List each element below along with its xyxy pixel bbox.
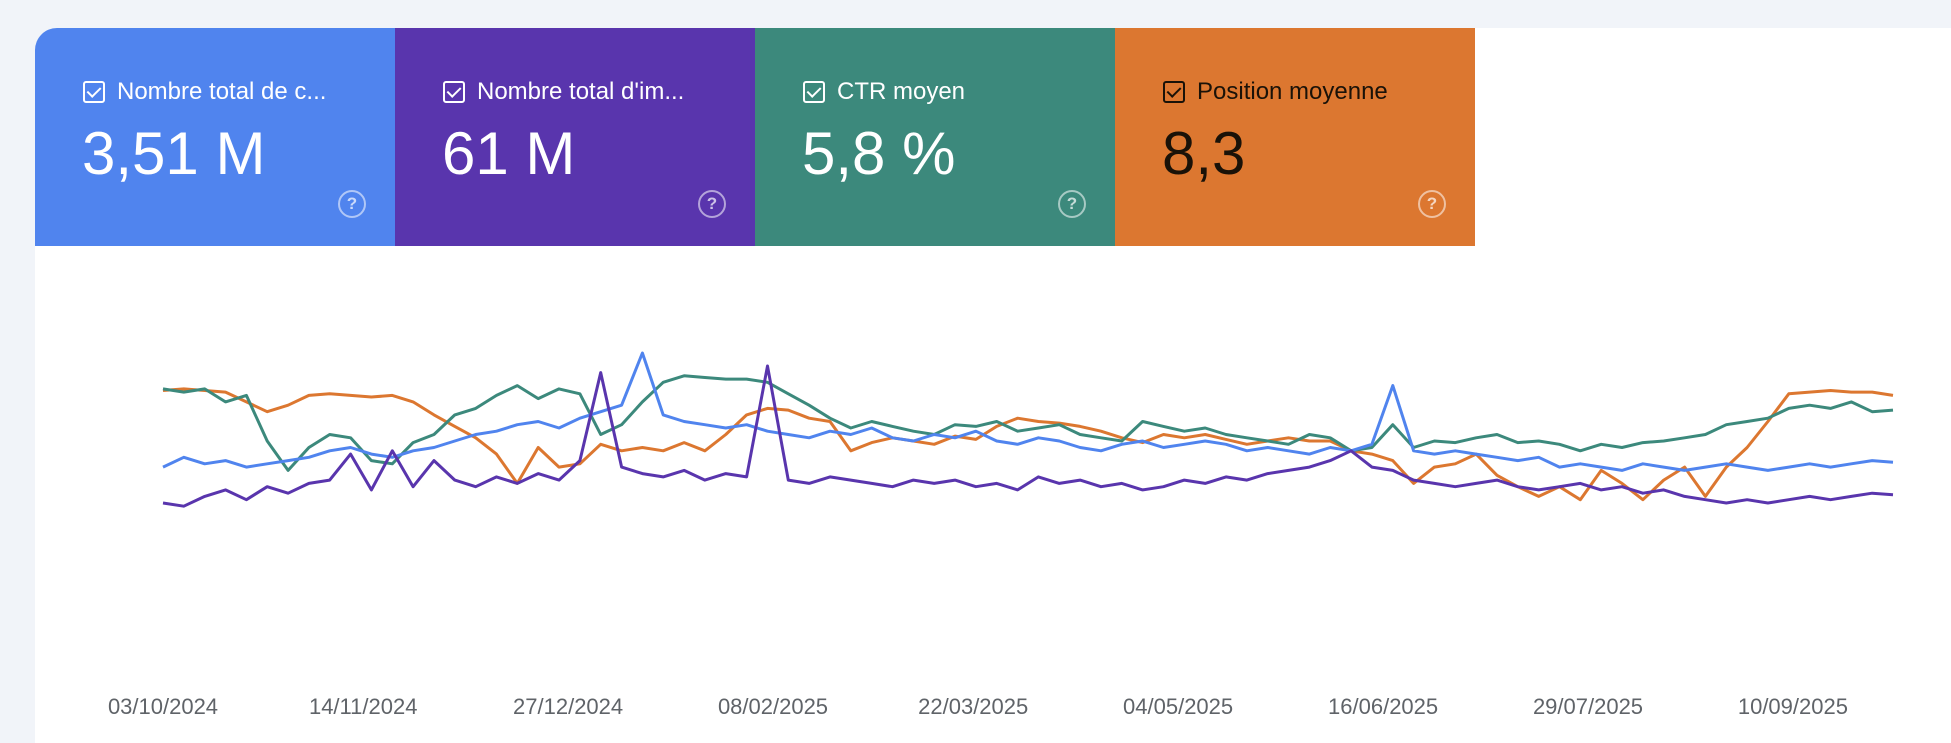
series-line-2[interactable] xyxy=(162,351,1894,472)
metric-label: Position moyenne xyxy=(1197,78,1388,105)
help-circle-icon[interactable]: ? xyxy=(698,190,726,218)
performance-panel: Nombre total de c... 3,51 M ? Nombre tot… xyxy=(35,28,1951,743)
help-circle-icon[interactable]: ? xyxy=(338,190,366,218)
metric-card-impressions[interactable]: Nombre total d'im... 61 M ? xyxy=(395,28,755,246)
x-tick-label: 10/09/2025 xyxy=(1738,694,1848,719)
x-tick-label: 22/03/2025 xyxy=(918,694,1028,719)
x-tick-label: 29/07/2025 xyxy=(1533,694,1643,719)
metric-card-clicks[interactable]: Nombre total de c... 3,51 M ? xyxy=(35,28,395,246)
checkbox-checked-icon[interactable] xyxy=(803,81,825,103)
checkbox-checked-icon[interactable] xyxy=(83,81,105,103)
series-line-3[interactable] xyxy=(162,364,1894,508)
series-line-1[interactable] xyxy=(162,374,1894,472)
metric-card-header: Nombre total de c... xyxy=(83,78,326,106)
x-tick-label: 08/02/2025 xyxy=(718,694,828,719)
metric-card-header: Nombre total d'im... xyxy=(443,78,684,106)
metric-card-header: Position moyenne xyxy=(1163,78,1388,106)
x-tick-label: 16/06/2025 xyxy=(1328,694,1438,719)
metric-label: Nombre total d'im... xyxy=(477,78,685,105)
series-line-0[interactable] xyxy=(162,387,1894,502)
metric-cards: Nombre total de c... 3,51 M ? Nombre tot… xyxy=(35,28,1475,246)
metric-value: 61 M xyxy=(442,120,576,187)
checkbox-checked-icon[interactable] xyxy=(1163,81,1185,103)
metric-value: 8,3 xyxy=(1162,120,1246,187)
x-tick-label: 04/05/2025 xyxy=(1123,694,1233,719)
metric-card-position[interactable]: Position moyenne 8,3 ? xyxy=(1115,28,1475,246)
metric-card-header: CTR moyen xyxy=(803,78,965,106)
checkbox-checked-icon[interactable] xyxy=(443,81,465,103)
metric-label: CTR moyen xyxy=(837,78,966,105)
help-circle-icon[interactable]: ? xyxy=(1418,190,1446,218)
help-circle-icon[interactable]: ? xyxy=(1058,190,1086,218)
metric-card-ctr[interactable]: CTR moyen 5,8 % ? xyxy=(755,28,1115,246)
x-tick-label: 27/12/2024 xyxy=(513,694,623,719)
metric-value: 3,51 M xyxy=(82,120,266,187)
x-tick-label: 03/10/2024 xyxy=(108,694,218,719)
metric-label: Nombre total de c... xyxy=(117,78,327,105)
metric-value: 5,8 % xyxy=(802,120,956,187)
x-tick-label: 14/11/2024 xyxy=(309,694,417,719)
performance-line-chart[interactable]: 03/10/2024 14/11/2024 27/12/2024 08/02/2025… xyxy=(35,28,1951,743)
